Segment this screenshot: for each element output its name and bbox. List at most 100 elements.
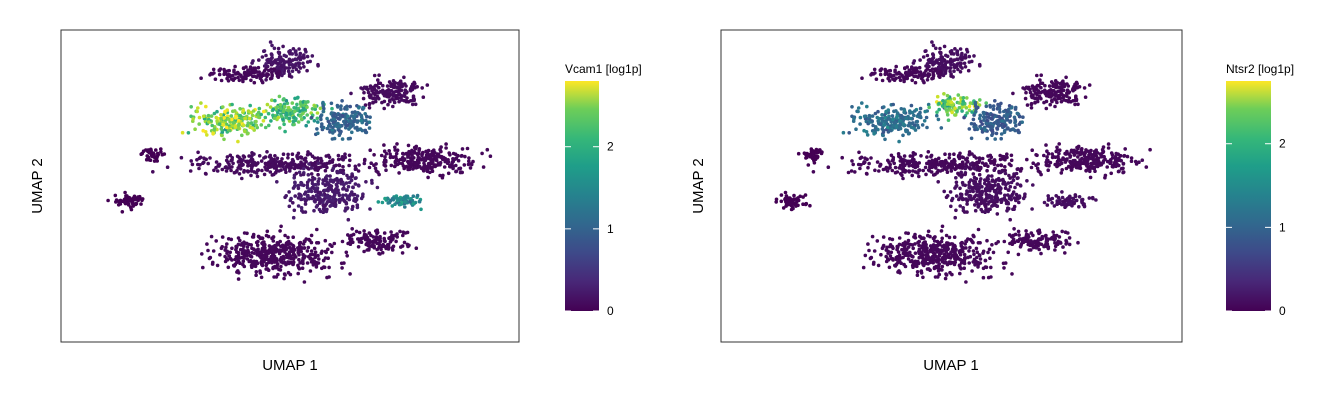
cell-point bbox=[1045, 203, 1050, 207]
cell-point bbox=[923, 260, 928, 264]
cell-point bbox=[1064, 240, 1069, 245]
cell-point bbox=[342, 186, 346, 191]
cell-point bbox=[313, 189, 318, 194]
cell-point bbox=[264, 62, 268, 66]
cell-point bbox=[189, 159, 193, 163]
cell-point bbox=[1031, 183, 1035, 187]
cell-point bbox=[270, 247, 274, 251]
cell-point bbox=[346, 217, 351, 222]
cell-point bbox=[1008, 120, 1012, 124]
cell-point bbox=[393, 145, 397, 150]
cell-point bbox=[883, 137, 887, 142]
cell-point bbox=[1014, 123, 1018, 128]
cell-point bbox=[917, 243, 921, 247]
cell-point bbox=[953, 215, 957, 220]
cell-point bbox=[299, 173, 303, 177]
cell-point bbox=[1055, 160, 1060, 164]
cell-point bbox=[350, 130, 354, 135]
cell-point bbox=[960, 197, 965, 202]
cell-point bbox=[915, 270, 920, 274]
cell-point bbox=[1003, 193, 1007, 198]
cell-point bbox=[1059, 90, 1063, 94]
cell-point bbox=[406, 167, 410, 172]
cell-point bbox=[230, 246, 234, 251]
cell-point bbox=[345, 206, 350, 210]
cell-point bbox=[297, 47, 301, 51]
cell-point bbox=[952, 58, 957, 62]
cell-point bbox=[305, 261, 310, 265]
scatter-points bbox=[774, 40, 1152, 284]
cell-point bbox=[353, 113, 357, 117]
cell-point bbox=[287, 204, 292, 209]
cell-point bbox=[269, 156, 274, 160]
cell-point bbox=[240, 75, 244, 79]
cell-point bbox=[219, 113, 223, 117]
cell-point bbox=[884, 248, 889, 252]
cell-point bbox=[1002, 130, 1007, 135]
cell-point bbox=[888, 162, 892, 167]
cell-point bbox=[973, 203, 977, 207]
cell-point bbox=[328, 174, 332, 178]
cell-point bbox=[326, 196, 331, 200]
cell-point bbox=[921, 248, 926, 252]
cell-point bbox=[913, 170, 918, 174]
cell-point bbox=[856, 106, 861, 110]
cell-point bbox=[271, 107, 276, 112]
cell-point bbox=[1003, 165, 1007, 169]
cell-point bbox=[816, 148, 821, 153]
cell-point bbox=[789, 207, 794, 212]
cell-point bbox=[942, 92, 946, 96]
cell-point bbox=[400, 251, 405, 255]
cell-point bbox=[287, 62, 292, 67]
cell-point bbox=[275, 241, 280, 245]
cell-point bbox=[1015, 182, 1020, 186]
cell-point bbox=[1011, 127, 1015, 131]
cell-point bbox=[412, 80, 417, 85]
cell-point bbox=[1024, 90, 1028, 95]
cell-point bbox=[977, 156, 982, 160]
cell-point bbox=[1048, 93, 1053, 97]
cell-point bbox=[1006, 126, 1010, 130]
cell-point bbox=[954, 208, 958, 213]
cell-point bbox=[206, 248, 210, 253]
cell-point bbox=[1085, 157, 1089, 162]
cell-point bbox=[1073, 194, 1078, 198]
cell-point bbox=[852, 117, 856, 121]
cell-point bbox=[310, 107, 315, 111]
cell-point bbox=[902, 241, 906, 246]
cell-point bbox=[898, 172, 903, 176]
cell-point bbox=[408, 87, 413, 92]
cell-point bbox=[405, 230, 410, 235]
cell-point bbox=[254, 273, 258, 278]
cell-point bbox=[304, 237, 309, 241]
cell-point bbox=[380, 244, 385, 248]
cell-point bbox=[224, 158, 229, 163]
cell-point bbox=[1079, 148, 1084, 153]
cell-point bbox=[217, 122, 222, 126]
cell-point bbox=[1074, 160, 1079, 165]
cell-point bbox=[1006, 181, 1011, 185]
cell-point bbox=[252, 74, 257, 78]
cell-point bbox=[251, 109, 256, 113]
cell-point bbox=[285, 240, 290, 245]
cell-point bbox=[298, 114, 303, 118]
cell-point bbox=[272, 67, 276, 72]
cell-point bbox=[451, 157, 455, 161]
cell-point bbox=[290, 52, 295, 56]
cell-point bbox=[296, 263, 300, 268]
cell-point bbox=[907, 161, 911, 165]
cell-point bbox=[1055, 100, 1059, 105]
cell-point bbox=[1063, 198, 1067, 202]
cell-point bbox=[1095, 164, 1099, 168]
cell-point bbox=[933, 67, 938, 72]
cell-point bbox=[907, 169, 911, 173]
cell-point bbox=[944, 233, 949, 238]
cell-point bbox=[926, 102, 931, 107]
cell-point bbox=[318, 191, 322, 195]
cell-point bbox=[262, 156, 266, 160]
cell-point bbox=[429, 156, 433, 161]
cell-point bbox=[339, 170, 344, 174]
cell-point bbox=[888, 237, 892, 241]
cell-point bbox=[359, 113, 364, 118]
cell-point bbox=[876, 263, 881, 268]
